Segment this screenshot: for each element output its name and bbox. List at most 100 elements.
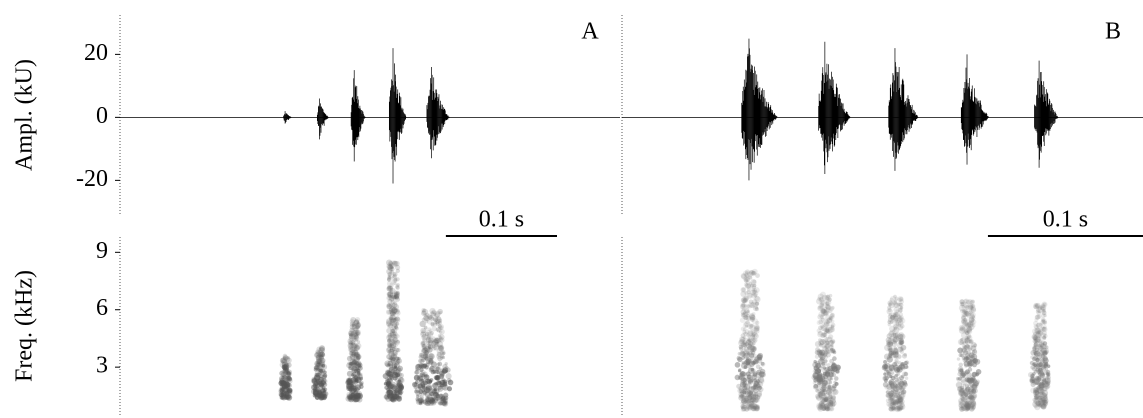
spectral-dot [745, 403, 752, 410]
spectral-dot [346, 355, 353, 362]
spectral-blob [345, 316, 364, 403]
spectral-dot [892, 324, 898, 330]
spectral-dot [891, 315, 896, 320]
spectral-dot [825, 349, 831, 355]
spectral-dot [823, 322, 829, 328]
spectral-dot [895, 350, 899, 355]
spectral-dot [812, 384, 819, 390]
spectral-dot [958, 327, 966, 334]
spectral-dot [390, 352, 395, 358]
spectral-dot [385, 370, 391, 376]
spectral-dot [387, 303, 391, 308]
spectral-dot [392, 311, 396, 315]
spectral-dot [825, 296, 830, 300]
spectral-dot [824, 328, 830, 333]
spectral-dot [741, 351, 747, 357]
spectral-dot [968, 319, 974, 325]
y-tick-label: 0 [96, 103, 108, 129]
spectral-dot [822, 394, 829, 401]
spectral-dot [393, 367, 398, 371]
spectral-dot [820, 332, 827, 338]
spectral-dot [962, 350, 969, 356]
spectral-dot [395, 291, 400, 296]
spectral-dot [428, 347, 433, 353]
spectral-dot [383, 394, 390, 400]
spectral-dot [967, 395, 972, 400]
spectral-dot [886, 333, 893, 339]
spectral-dot [319, 364, 324, 368]
spectral-dot [831, 372, 836, 378]
spectral-dot [436, 353, 442, 359]
spectral-dot [430, 311, 434, 315]
spectral-dot [742, 330, 747, 335]
spectral-dot [969, 305, 974, 309]
spectral-dot [898, 374, 904, 380]
spectral-dot [737, 369, 742, 373]
spectral-dot [395, 292, 400, 297]
spectral-dot [819, 308, 826, 314]
spectral-dot [964, 387, 970, 393]
spectral-dot [387, 273, 391, 277]
spectral-dot [968, 339, 974, 345]
spectral-dot [818, 311, 825, 318]
spectral-dot [828, 293, 833, 298]
spectral-dot [322, 370, 327, 375]
spectral-dot [442, 384, 449, 391]
spectral-dot [960, 376, 967, 383]
spectral-dot [421, 383, 426, 388]
spectral-dot [281, 365, 286, 369]
spectral-dot [1031, 356, 1037, 362]
spectral-dot [750, 368, 756, 373]
spectral-dot [826, 379, 831, 385]
spectral-dot [416, 364, 421, 369]
spectral-blob [310, 345, 329, 401]
spectral-dot [1046, 376, 1051, 381]
spectral-dot [1029, 360, 1035, 366]
spectral-dot [888, 364, 895, 372]
spectral-dot [746, 363, 752, 369]
spectral-dot [421, 329, 426, 334]
spectral-dot [316, 356, 323, 363]
spectral-dot [821, 386, 828, 393]
spectral-dot [353, 320, 360, 326]
spectral-dot [823, 310, 830, 316]
spectral-dot [356, 369, 361, 374]
spectral-dot [1043, 381, 1049, 388]
spectral-dot [392, 300, 398, 306]
spectral-dot [753, 383, 758, 387]
spectral-dot [415, 397, 420, 402]
spectral-dot [896, 336, 900, 341]
spectral-dot [741, 395, 746, 400]
spectral-dot [1032, 338, 1038, 344]
spectral-dot [393, 277, 398, 282]
spectral-dot [736, 383, 742, 389]
spectral-dot [1044, 379, 1052, 386]
spectral-dot [897, 395, 902, 400]
spectral-dot [395, 290, 400, 295]
spectral-dot [314, 351, 321, 358]
spectral-dot [285, 394, 293, 401]
spectral-dot [744, 277, 749, 282]
spectral-dot [971, 342, 977, 348]
spectral-dot [740, 377, 747, 384]
spectral-dot [753, 392, 759, 397]
spectral-dot [744, 295, 750, 301]
spectral-dot [969, 406, 973, 410]
spectral-dot [351, 365, 357, 372]
spectral-dot [966, 333, 972, 339]
spectral-dot [439, 397, 444, 402]
spectral-dot [387, 291, 392, 297]
spectral-dot [348, 361, 353, 366]
spectral-dot [355, 343, 359, 348]
spectral-dot [387, 290, 394, 297]
spectral-dot [281, 395, 286, 400]
spectral-dot [350, 361, 357, 368]
spectral-dot [815, 347, 820, 352]
spectral-dot [1041, 350, 1048, 356]
spectral-dot [829, 372, 835, 378]
spectral-dot [281, 369, 287, 374]
spectral-dot [394, 393, 399, 398]
spectral-dot [1039, 401, 1046, 408]
spectral-dot [389, 343, 394, 348]
spectral-dot [754, 394, 761, 401]
